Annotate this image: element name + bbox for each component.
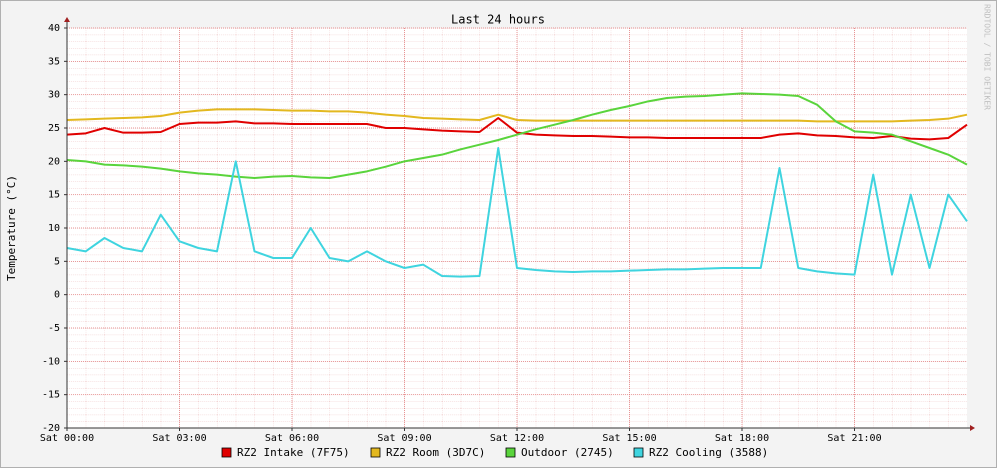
series-line [66,117,968,141]
y-tick-label: 40 [48,23,60,34]
x-tick-label: Sat 12:00 [490,433,544,444]
y-tick-label: 15 [48,190,60,201]
x-tick-label: Sat 00:00 [40,433,94,444]
y-tick-label: -15 [42,390,60,401]
y-tick-label: 30 [48,90,60,101]
legend-label: Outdoor (2745) [521,446,614,459]
y-tick-label: 25 [48,123,60,134]
legend-label: RZ2 Room (3D7C) [386,446,485,459]
y-tick-label: 10 [48,223,60,234]
legend: RZ2 Intake (7F75) RZ2 Room (3D7C) Outdoor … [221,446,768,459]
y-tick-label: -20 [42,423,60,434]
legend-swatch [221,447,232,458]
chart-title: Last 24 hours [451,13,545,27]
x-tick-label: Sat 06:00 [265,433,319,444]
legend-label: RZ2 Intake (7F75) [237,446,350,459]
y-tick-label: 20 [48,156,60,167]
legend-swatch [505,447,516,458]
x-tick-label: Sat 09:00 [377,433,431,444]
y-tick-label: 5 [54,256,60,267]
series-line [66,92,968,179]
x-tick-label: Sat 21:00 [827,433,881,444]
y-axis-label: Temperature (°C) [5,175,18,281]
series-line [66,108,968,123]
y-tick-label: 0 [54,290,60,301]
y-tick-label: -5 [48,323,60,334]
y-tick-label: -10 [42,356,60,367]
x-tick-label: Sat 03:00 [152,433,206,444]
y-arrow [64,17,70,22]
x-tick-label: Sat 18:00 [715,433,769,444]
x-tick-label: Sat 15:00 [602,433,656,444]
x-arrow [970,425,975,431]
watermark: RRDTOOL / TOBI OETIKER [983,4,992,110]
legend-swatch [370,447,381,458]
y-tick-label: 35 [48,56,60,67]
axes: -20 -15 -10 -5 0 5 10 15 20 25 30 35 40 Sat 00:00 Sat … [40,17,975,444]
legend-label: RZ2 Cooling (3588) [649,446,768,459]
series-line [66,147,968,278]
legend-swatch [633,447,644,458]
lines [66,92,968,278]
